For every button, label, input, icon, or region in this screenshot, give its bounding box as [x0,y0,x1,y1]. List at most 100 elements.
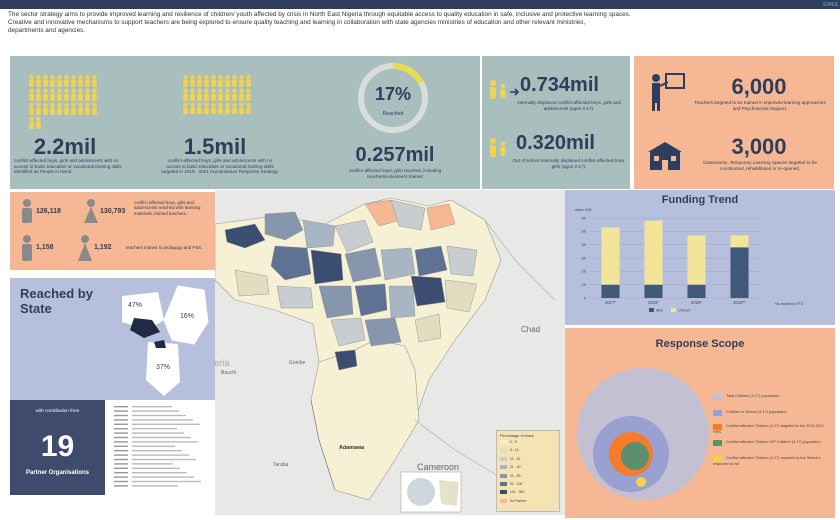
states-mini-map [122,285,209,396]
map-legend-item: 31 - 50 [500,474,556,478]
target-description: conflict-affected boys, girls and adoles… [161,158,279,175]
partner-abbrev-line [114,423,128,425]
teachers-value: 6,000 [731,74,787,99]
map-legend-label: 31 - 50 [510,473,521,478]
legend-unmet-swatch [671,308,676,312]
map-legend-swatch [500,498,507,503]
label-gombe: Gombe [289,360,306,366]
map-legend-swatch [500,440,507,445]
map-legend-swatch [500,448,507,453]
scope-legend-3-label: Conflict affected Children (3-17) target… [713,424,825,434]
map-lga-cell [388,285,416,319]
label-adamawa: Adamawa [339,445,365,451]
header-bar [0,0,840,9]
teachers-description: Teachers targeted to be trained in impro… [694,100,826,111]
map-legend-label: 21 - 30 [510,465,521,470]
map-lga-cell [390,199,426,231]
partners-count: 19 [40,430,75,463]
map-lga-cell [426,203,456,231]
reached-value: 0.257mil [355,144,435,166]
map-legend-item: No Partner [500,499,556,503]
partner-name-line [132,441,198,443]
partner-abbrev-line [114,485,128,487]
women-trained: 1,192 [94,244,112,251]
map-lga-cell [446,245,478,277]
bar-met [687,284,706,298]
label-bauchi: Bauchi [221,370,237,376]
state-highlight-shape [130,318,160,338]
oos-value: 0.320mil [516,132,595,154]
partner-abbrev-line [114,432,128,434]
idp-description: Internally displaced conflict-affected b… [517,100,621,111]
y-tick-label: 40 [582,242,587,247]
reached-description: conflict-affected boys, girls reached, i… [348,168,442,179]
map-legend-item: 51 - 100 [500,481,556,487]
scope-legend-4-label: Conflict affected Children IDP Children … [726,440,821,444]
map-legend-label: 51 - 100 [510,481,523,486]
scope-circle-reached [636,477,646,487]
reached-label: Reached [382,111,404,117]
x-tick-label: 2017* [605,300,616,305]
partners-caption: Partner Organisations [25,470,90,476]
partner-abbrev-line [114,480,128,483]
logo-text: EWES [823,2,838,8]
map-lga-cell [334,349,358,371]
map-legend-label: 11 - 20 [510,456,521,461]
bar-met [601,284,620,298]
scope-legend-1-label: Total Children (3-17) population [726,394,779,398]
map-legend-swatch [500,465,507,470]
partner-name-line [132,467,180,469]
partner-abbrev-line [114,436,128,439]
scope-circles [577,368,709,500]
boys-reached: 126,118 [36,208,61,215]
map-lga-cell [410,275,446,307]
map-panel: Chad Cameroon Nigeria Bauchi Gombe Tarab… [215,190,565,515]
partner-abbrev-line [114,406,128,408]
man-icon [22,235,32,261]
bar-unmet [601,227,620,285]
targets-panel: 6,000 Teachers targeted to be trained in… [634,56,834,189]
reach-description: conflict affected boys, girls and adoles… [134,200,201,216]
boy-icon [22,199,32,223]
partner-list-lines [114,406,201,487]
label-taraba: Taraba [273,462,289,468]
school-icon [648,142,682,170]
idp-value: 0.734mil [520,74,599,96]
map-legend-title: Percentage of reach [500,434,535,438]
map-legend-label: 101 - 350 [510,490,525,495]
girls-reached: 130,793 [100,208,126,215]
partner-abbrev-line [114,476,128,478]
partner-name-line [132,419,193,421]
reach-breakdown-panel: 126,118 130,793 conflict affected boys, … [10,192,215,270]
map-legend: Percentage of reach 0 - 5 5 - 10 11 - 20 21… [496,430,560,512]
people-icon-grid-1 [29,74,97,129]
partner-abbrev-line [114,419,128,421]
target-value: 1.5mil [183,134,247,159]
girl-icon [84,199,98,223]
scope-legend-1: Total Children (3-17) population [713,394,831,400]
partner-name-line [132,428,177,430]
map-lga-cell [334,219,374,253]
partners-label: with contribution from [35,408,80,413]
scope-legend-2-label: Children in School (3-17) population [726,410,787,414]
scope-legend-5: Conflict affected Children (3-17) reache… [713,456,831,467]
state-pct-2: 16% [180,313,195,320]
partner-name-line [132,436,191,439]
map-lga-cell [302,219,336,249]
partner-name-line [132,410,179,412]
partner-name-line [132,414,186,417]
map-lga-cell [224,223,266,249]
people-icon-grid-2 [183,74,251,114]
legend-met-label: Met [656,308,664,313]
map-lga-cell [264,211,304,241]
pin-value: 2.2mil [33,134,97,159]
men-trained: 1,158 [36,244,54,251]
y-tick-label: 30 [582,255,587,260]
partner-abbrev-line [114,441,128,443]
scope-legend-3: Conflict affected Children (3-17) target… [713,424,831,435]
intro-line-1: The sector strategy aims to provide impr… [8,11,631,18]
map-legend-item: 11 - 20 [500,457,556,461]
family-icon-2 [490,138,506,157]
map-lga-cell [364,317,402,347]
y-tick-label: 50 [582,229,587,234]
